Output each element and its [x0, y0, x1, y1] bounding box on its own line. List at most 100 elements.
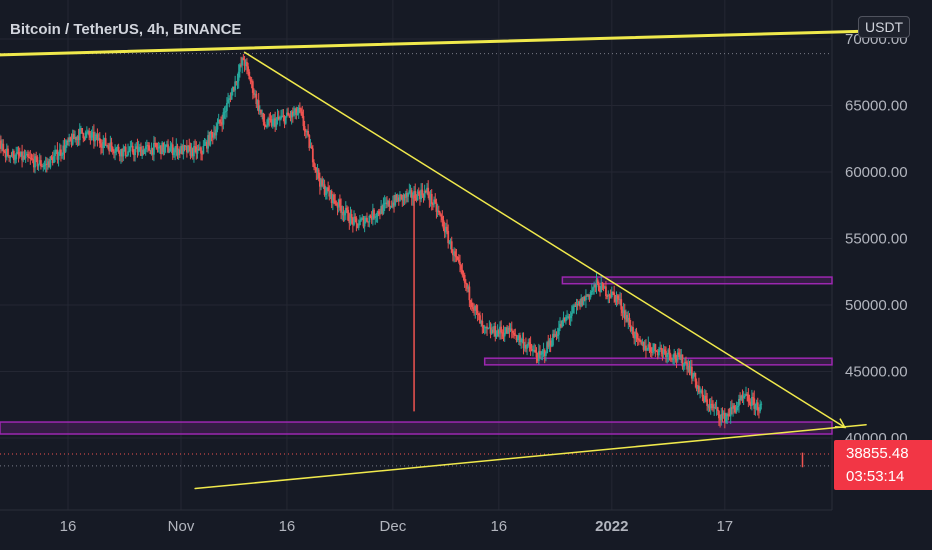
candle-body [316, 169, 319, 173]
candle-body [131, 145, 134, 153]
candle-body [666, 354, 669, 358]
candle-body [35, 156, 38, 158]
candle-body [660, 347, 663, 350]
candle-body [727, 414, 730, 416]
candle-body [321, 179, 324, 186]
candle-body [165, 144, 168, 146]
candle-body [263, 121, 266, 127]
candle-body [75, 137, 78, 140]
candle-body [708, 405, 711, 409]
candle-body [467, 286, 470, 289]
candle-body [62, 145, 65, 155]
candle-body [473, 308, 475, 311]
candle-body [83, 138, 86, 140]
candle-body [243, 59, 246, 66]
candle-body [95, 134, 98, 137]
candle-body [267, 118, 270, 126]
candle-body [401, 194, 404, 201]
candle-body [508, 327, 511, 331]
candle-body [429, 193, 432, 201]
candle-body [556, 334, 559, 337]
candle-body [175, 145, 178, 150]
candle-body [654, 344, 657, 351]
candle-body [117, 146, 120, 153]
candle-body [433, 199, 435, 205]
candle-body [506, 327, 508, 334]
candle-body [629, 325, 632, 332]
candle-body [84, 132, 87, 139]
candle-body [121, 149, 124, 157]
candle-body [302, 115, 305, 127]
candle-body [696, 385, 699, 389]
candle-body [427, 187, 430, 196]
candle-body [14, 159, 16, 161]
candle-body [240, 64, 242, 66]
candle-body [400, 194, 403, 196]
candle-body [350, 214, 353, 219]
candle-body [655, 350, 658, 352]
candle-body [603, 286, 606, 289]
candle-body [547, 342, 550, 347]
candle-body [291, 111, 294, 116]
candle-body [441, 216, 444, 221]
candle-body [464, 282, 467, 284]
candle-body [244, 61, 247, 66]
candle-body [668, 349, 671, 355]
candle-body [128, 151, 131, 153]
candle-body [646, 349, 649, 351]
candle-body [669, 354, 672, 359]
candle-body [286, 112, 288, 117]
candle-body [490, 329, 493, 334]
candle-body [384, 202, 387, 204]
candle-body [729, 407, 732, 417]
candle-body [254, 93, 257, 96]
candle-body [49, 156, 52, 168]
candle-body [362, 217, 365, 227]
candle-body [309, 146, 312, 149]
candle-body [565, 317, 567, 322]
candle-body [743, 395, 746, 397]
candle-body [593, 284, 596, 288]
candle-body [524, 344, 527, 349]
y-tick-label: 65000.00 [845, 98, 908, 115]
candle-body [127, 151, 129, 156]
candle-body [17, 152, 20, 156]
candle-body [675, 358, 678, 361]
candle-body [595, 279, 598, 288]
candle-body [87, 131, 89, 133]
candle-body [235, 81, 238, 83]
candle-body [237, 71, 240, 81]
candle-body [552, 333, 554, 346]
candle-body [157, 146, 160, 149]
candle-body [20, 151, 22, 157]
candle-body [324, 193, 327, 195]
candle-body [85, 132, 88, 134]
candle-body [537, 351, 540, 361]
candle-body [569, 315, 572, 319]
candle-body [204, 141, 207, 145]
candle-body [32, 159, 35, 168]
candle-body [360, 218, 362, 221]
candle-body [40, 160, 42, 167]
candle-body [393, 202, 395, 206]
currency-badge-button[interactable]: USDT [858, 16, 911, 38]
candle-body [44, 163, 47, 165]
candle-body [51, 157, 54, 163]
candle-body [283, 115, 286, 124]
candle-body [619, 299, 621, 301]
candle-body [227, 99, 229, 104]
candle-body [80, 128, 82, 130]
candle-body [190, 148, 193, 156]
candle-body [164, 144, 167, 147]
candle-body [12, 150, 15, 160]
candle-body [271, 119, 274, 126]
candle-body [92, 131, 95, 142]
candle-body [1, 143, 3, 149]
candle-body [608, 294, 611, 297]
x-tick-label: 16 [60, 518, 77, 535]
candle-body [353, 216, 355, 225]
candle-body [284, 116, 287, 124]
candle-body [594, 284, 597, 288]
